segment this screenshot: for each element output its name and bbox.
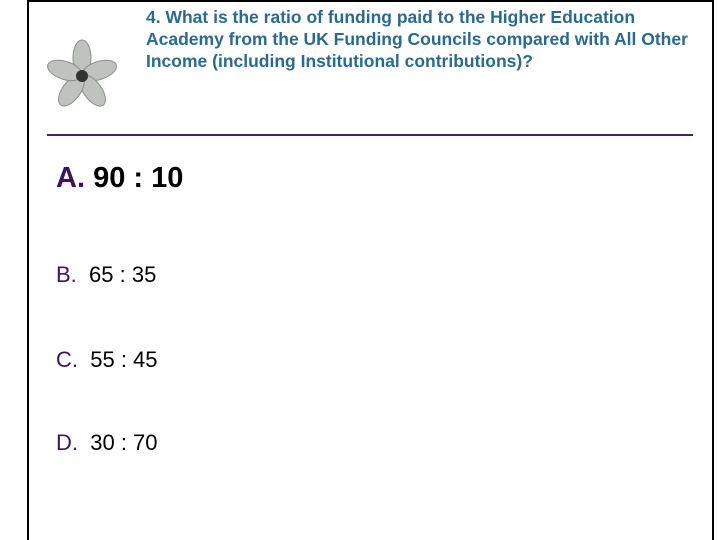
option-letter: B. bbox=[56, 262, 77, 287]
flower-logo bbox=[47, 39, 117, 107]
option-text: 30 : 70 bbox=[90, 430, 158, 455]
option[interactable]: B. 65 : 35 bbox=[56, 262, 156, 288]
option-letter: D. bbox=[56, 430, 78, 455]
question: 4. What is the ratio of funding paid to … bbox=[146, 7, 688, 71]
slide: 4. What is the ratio of funding paid to … bbox=[27, 0, 714, 540]
option-text: 55 : 45 bbox=[90, 347, 158, 372]
option[interactable]: D. 30 : 70 bbox=[56, 430, 158, 456]
divider bbox=[47, 134, 693, 136]
option[interactable]: C. 55 : 45 bbox=[56, 347, 158, 373]
option-letter: A. bbox=[56, 162, 85, 194]
option-text: 90 : 10 bbox=[93, 162, 184, 194]
option-letter: C. bbox=[56, 347, 78, 372]
option-text: 65 : 35 bbox=[89, 262, 157, 287]
option[interactable]: A. 90 : 10 bbox=[56, 162, 183, 195]
